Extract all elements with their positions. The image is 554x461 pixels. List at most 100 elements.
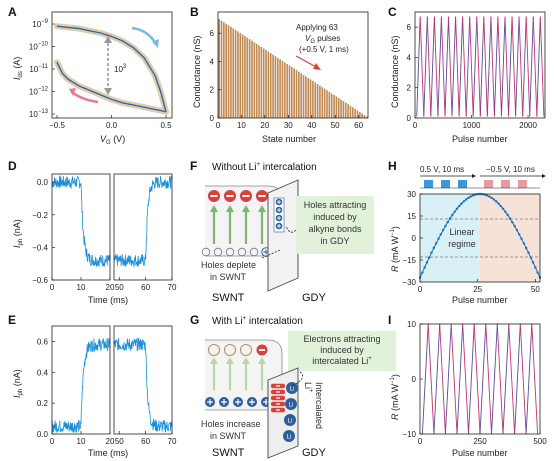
panel-d-xlabel: Time (ms) [88,295,128,305]
panel-b-bar [342,101,345,118]
panel-b-arrowhead [313,63,321,70]
li-ion-label: Li [289,403,294,409]
panel-b-bar [354,108,356,118]
panel-h-point [462,200,465,203]
empty-state-icon [240,344,252,356]
panel-h-point [451,213,454,217]
negative-pulse [484,180,493,188]
panel-h-points [418,192,542,279]
panel-b-bar [300,73,303,118]
panel-g-note-pointer [291,371,304,387]
panel-h-ylabel: R (mA W−1) [390,226,400,272]
panel-b-annotation-line3: (+0.5 V, 1 ms) [299,45,349,54]
panel-b-xticks: 0 10 20 30 40 50 60 [216,115,364,130]
panel-d-ytick-label: 0.0 [37,178,49,187]
panel-f-label: F [190,159,197,173]
panel-b-xtick-label: 40 [307,121,316,130]
panel-e-frame-right [113,325,173,435]
panel-b-bar [349,105,352,118]
panel-h-ytick-label: −15 [402,256,416,265]
minus-sign [276,409,280,411]
panel-b-bar [220,20,223,119]
plus-sign [277,224,281,228]
panel-h-point [448,217,452,220]
minus-sign [242,195,250,197]
panel-b-yticks: 0 2 4 6 [210,29,221,123]
panel-e-yticks: 0.0 0.2 0.4 0.6 [37,337,55,439]
panel-c-trace-potentiation [416,16,541,117]
panel-h-point [444,224,447,228]
panel-g-note-box [288,331,396,371]
panel-h-point [439,233,442,236]
panel-h-point [492,198,495,201]
panel-b-bar [230,26,232,118]
panel-b-bar [255,43,258,118]
panel-b-xtick-label: 20 [260,121,269,130]
panel-e-ytick-label: 0.4 [37,368,49,377]
panel-h-point [518,233,521,236]
panel-h-point [425,261,429,264]
panel-a-ylabel: Ids (A) [12,57,24,80]
panel-h-point [520,237,523,240]
panel-h-pulse-train [420,180,540,189]
panel-d-ytick-label: −0.6 [32,276,48,285]
minus-sign [258,195,266,197]
panel-d-frame-right [113,173,173,281]
panel-g-gdy-label: GDY [302,447,327,459]
panel-h-yticks: 30 15 0 −15 −30 [402,190,423,287]
panel-a-xtick-label: −0.5 [49,121,65,130]
positive-pulse [441,180,450,188]
panel-h-point [531,261,535,264]
panel-b-label: B [190,5,199,19]
panel-h-xtick-label: 50 [531,285,540,294]
panel-h-point [465,198,468,201]
li-ion-label: Li [290,387,295,393]
empty-hole-icon [213,247,223,257]
field-arrowhead [226,205,234,212]
panel-b-bar [314,82,317,118]
panel-b-bar [305,76,307,118]
panel-b-arrow [295,55,319,69]
panel-h-point [460,202,463,205]
panel-b-annotation-line1: Applying 63 [296,23,338,32]
panel-c-trace-depression [419,16,545,117]
panel-b-bar [225,23,228,119]
field-arrowhead [242,357,250,364]
panel-a-reverse-arrowhead [69,88,76,96]
plus-sign [277,200,281,204]
panel-c-ytick-label: 4 [407,53,412,62]
panel-a-forward-arrowhead [152,39,159,48]
panel-g-li-ions: Li Li Li Li [283,382,298,442]
panel-c-ytick-label: 2 [407,84,412,93]
panel-d-xtick-label: 0 [50,283,55,292]
panel-b-bar [262,48,265,118]
panel-b-bar [307,77,310,118]
panel-a-ratio-arrow-up [104,36,112,43]
panel-b-bar [347,104,349,118]
panel-h-point [446,221,449,224]
panel-g-note-line2: induced by [320,345,364,355]
panel-b-bar [366,116,368,118]
panel-e-xlabel: Time (ms) [88,448,128,458]
li-ion-icon [283,430,295,442]
panel-g-gdy-slab [267,367,299,459]
panel-h-depression-region [480,194,540,282]
panel-h-point [511,221,514,224]
panel-b-bar [344,102,347,118]
panel-b-bar [363,115,366,118]
panel-i-frame [419,323,541,435]
panel-h-point [455,207,459,210]
panel-h-ytick-label: 0 [412,234,417,243]
panel-b-bar [272,54,274,118]
plus-sign [207,399,213,405]
panel-d-xtick-label: 60 [141,283,150,292]
panel-a-curve-lower [56,61,167,113]
panel-h-ytick-label: −30 [402,278,416,287]
panel-e-xtick-label: 10 [77,437,86,446]
panel-h-point [485,194,489,197]
negative-pulse [501,180,510,188]
panel-b-bar [356,110,359,118]
panel-e-xtick-label: 50 [115,437,124,446]
panel-i-ytick-label: −10 [402,430,416,439]
panel-b-bar [234,29,237,118]
